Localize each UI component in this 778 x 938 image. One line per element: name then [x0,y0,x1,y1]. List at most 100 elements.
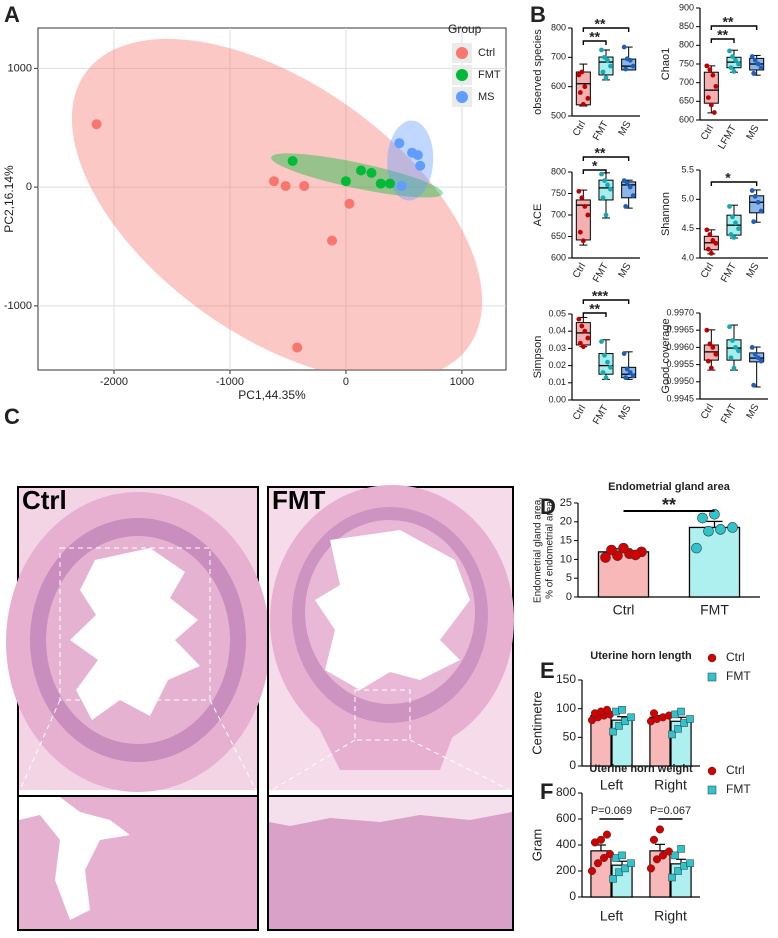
y-tick-label: 700 [551,52,566,62]
significance-label: ** [595,16,606,32]
zoom-line [19,699,61,791]
point [608,186,613,192]
point [664,847,674,856]
point [658,851,668,860]
panel-letter: B [530,2,546,27]
point [605,57,610,63]
point [385,178,396,189]
point [599,47,604,53]
image-label: FMT [272,485,326,515]
point [730,338,735,343]
point [711,110,717,115]
point [758,65,764,71]
y-axis-title: Shannon [660,192,672,236]
y-tick-label: 800 [551,22,566,32]
panel-letter: E [540,658,555,683]
significance-label: *** [592,288,609,304]
y-tick-label: 0 [26,181,32,193]
x-tick-label: FMT [591,119,611,142]
x-tick-label: Ctrl [699,261,716,280]
y-tick-label: 0.02 [548,360,566,370]
zoom-line [209,699,257,791]
point [707,67,713,72]
point [623,66,629,72]
lumen [70,548,200,720]
point [606,544,617,556]
x-tick-label: Ctrl [571,403,588,422]
y-tick-label: 0 [569,889,576,903]
point [713,240,719,246]
point [593,859,603,868]
panel-letter: F [540,779,553,804]
x-tick-label: MS [745,261,762,280]
x-tick-label: Left [600,777,623,793]
point [733,345,738,350]
point [580,101,586,107]
point [704,227,710,233]
y-tick-label: 0.01 [548,377,566,387]
x-tick-label: -1000 [216,376,244,388]
point [605,359,610,365]
y-tick-label: 0.9945 [666,393,694,403]
significance-label: ** [589,301,600,317]
y-tick-label: 700 [551,209,566,219]
point [587,866,597,876]
y-tick-label: 600 [551,252,566,262]
y-tick-label: 650 [551,231,566,241]
point [752,351,758,357]
point [602,705,612,714]
point [708,250,714,256]
zoom-lumen [19,797,130,920]
y-tick-label: 0 [566,591,572,603]
point [727,48,732,54]
point [269,176,280,187]
chart-title: Uterine horn length [590,650,692,662]
significance-label: ** [717,27,728,43]
x-tick-label: 1000 [450,376,474,388]
legend-marker [707,766,717,776]
x-tick-label: MS [745,123,762,142]
y-tick-label: 100 [556,701,576,715]
y-tick-label: 0.9950 [666,376,694,386]
significance-bracket [582,169,607,174]
legend-marker [456,69,468,81]
legend-title: Group [448,22,482,36]
point [579,69,585,75]
point [602,352,607,358]
x-tick-label: FMT [719,261,739,284]
x-axis-title: PC1,44.35% [238,388,306,402]
y-tick-label: 700 [679,77,694,87]
significance-label: ** [723,14,734,30]
chart-title: Uterine horn weight [589,763,693,775]
point [576,72,582,78]
legend-marker [707,653,717,663]
zoom-surface [269,797,512,826]
significance-bracket [710,181,758,186]
point [618,542,629,554]
y-tick-label: 200 [556,863,576,877]
point [596,835,606,844]
y-tick-label: 800 [551,166,566,176]
point [609,727,617,736]
point [630,63,636,69]
significance-bracket [582,156,630,161]
y-tick-label: 800 [556,785,576,799]
point [705,358,711,364]
point [727,522,738,533]
bar [688,526,741,598]
point [599,339,604,344]
y-tick-label: 5 [566,572,572,584]
annotation: P=0.069 [591,805,632,817]
point [697,512,708,524]
point [751,219,757,225]
y-axis-title: Centimetre [529,691,544,755]
x-tick-label: Ctrl [699,123,716,142]
point [728,232,734,237]
point [577,90,583,95]
image-label: Ctrl [22,485,67,515]
point [649,709,659,718]
y-tick-label: 0.9960 [666,342,694,352]
point [602,830,612,839]
point [576,316,582,322]
point [608,364,613,370]
